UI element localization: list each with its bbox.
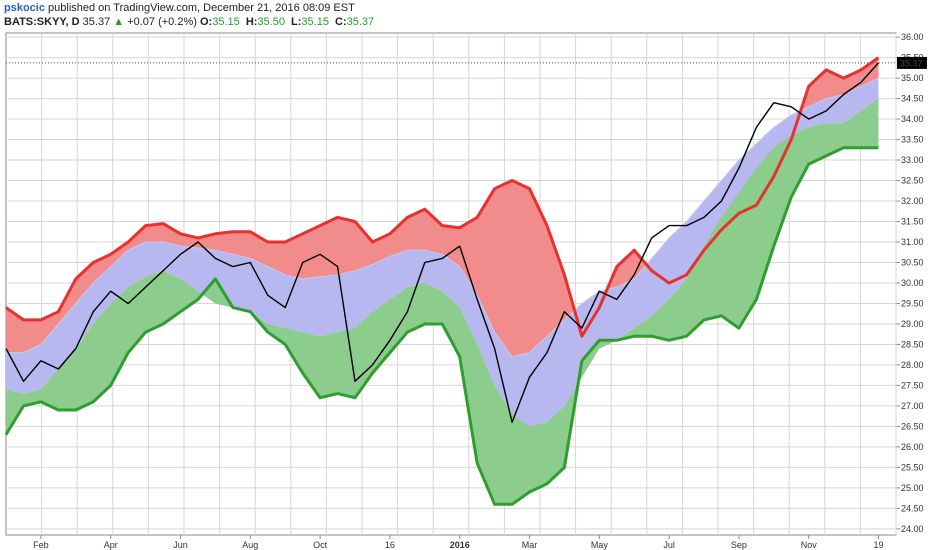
open-key: O: [199, 16, 213, 28]
y-tick-label: 28.50 [901, 339, 924, 349]
upper-band-line [5, 56, 880, 338]
y-tick-label: 33.50 [901, 135, 924, 145]
y-tick-label: 31.00 [901, 237, 924, 247]
last-price-tag [897, 56, 927, 69]
author-link[interactable]: pskocic [4, 2, 45, 14]
x-tick-label: 16 [385, 540, 395, 550]
middle-band-line [6, 77, 879, 358]
up-arrow-icon: ▲ [113, 16, 125, 28]
x-tick-label: Mar [522, 540, 538, 550]
y-tick-label: 24.50 [901, 503, 924, 513]
y-tick-label: 29.00 [901, 319, 924, 329]
low-value: 35.15 [301, 16, 329, 28]
y-tick-label: 32.50 [901, 176, 924, 186]
x-tick-label: May [591, 540, 609, 550]
x-tick-label: 2016 [450, 540, 470, 550]
open-value: 35.15 [212, 16, 240, 28]
close-value: 35.37 [346, 16, 375, 28]
high-value: 35.50 [257, 16, 285, 28]
x-tick-label: Jun [173, 540, 188, 550]
y-tick-label: 27.50 [901, 380, 924, 390]
lower-band-line [4, 146, 879, 506]
y-tick-label: 33.00 [901, 155, 924, 165]
price-change: +0.07 (+0.2%) [127, 16, 197, 28]
x-tick-label: Nov [801, 540, 818, 550]
x-tick-label: Sep [731, 540, 747, 550]
x-tick-label: Feb [33, 540, 49, 550]
high-key: H: [245, 16, 258, 28]
last-price-label: 35.37 [900, 58, 923, 68]
publish-info: published on TradingView.com, December 2… [48, 2, 355, 14]
x-tick-label: Apr [104, 540, 118, 550]
y-tick-label: 25.00 [901, 483, 924, 493]
price-line [5, 62, 880, 423]
y-tick-label: 27.00 [901, 401, 924, 411]
lower-band-fill [6, 98, 879, 505]
y-tick-label: 25.50 [901, 462, 924, 472]
y-tick-label: 34.50 [901, 94, 924, 104]
y-tick-label: 34.00 [901, 114, 924, 124]
x-tick-label: Aug [242, 540, 258, 550]
low-key: L: [291, 16, 302, 28]
last-price: 35.37 [82, 16, 111, 28]
y-tick-label: 35.00 [901, 73, 924, 83]
x-tick-label: Oct [313, 540, 328, 550]
close-key: C: [335, 16, 347, 28]
y-tick-label: 26.50 [901, 421, 924, 431]
y-tick-label: 31.50 [901, 217, 924, 227]
middle-band-fill [6, 78, 879, 427]
y-tick-label: 28.00 [901, 360, 924, 370]
y-tick-label: 30.50 [901, 257, 924, 267]
y-tick-label: 32.00 [901, 196, 924, 206]
symbol-label: BATS:SKYY, D [4, 16, 80, 28]
y-tick-label: 30.00 [901, 278, 924, 288]
y-tick-label: 26.00 [901, 442, 924, 452]
x-tick-label: 19 [874, 540, 884, 550]
y-tick-label: 24.00 [901, 524, 924, 534]
x-tick-label: Jul [663, 540, 675, 550]
y-tick-label: 36.00 [901, 32, 924, 42]
symbol-header: BATS:SKYY, D 35.37 ▲ +0.07 (+0.2%) O:35.… [4, 16, 377, 28]
publish-header: pskocic published on TradingView.com, De… [4, 2, 355, 14]
y-tick-label: 29.50 [901, 298, 924, 308]
